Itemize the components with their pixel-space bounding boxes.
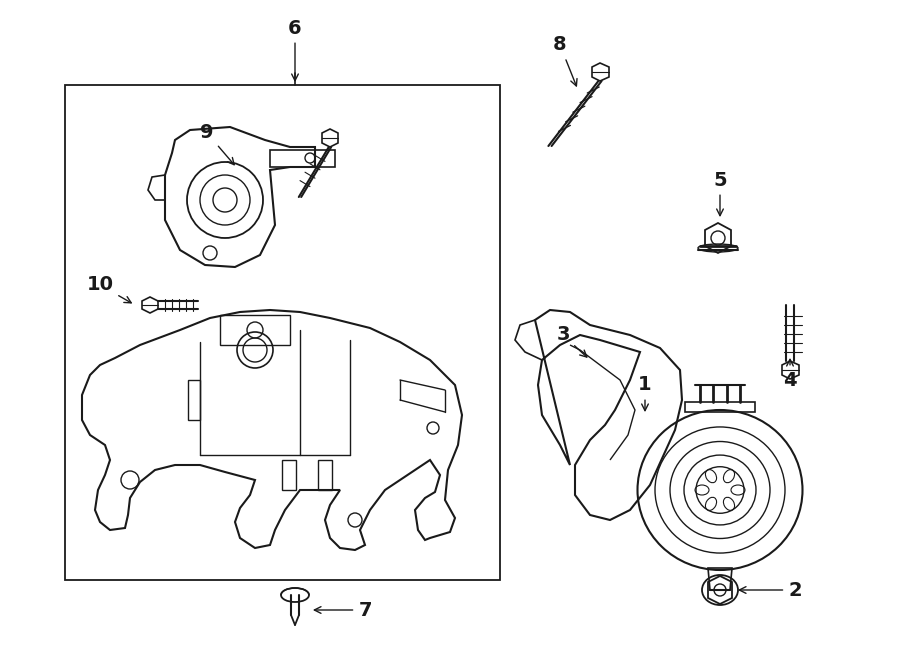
Text: 6: 6: [288, 19, 302, 81]
Text: 8: 8: [554, 36, 577, 86]
Text: 5: 5: [713, 171, 727, 215]
Text: 2: 2: [739, 580, 802, 600]
Text: 1: 1: [638, 375, 652, 410]
Text: 4: 4: [783, 360, 796, 389]
Text: 3: 3: [556, 325, 587, 357]
Text: 7: 7: [314, 600, 372, 619]
Text: 10: 10: [86, 276, 131, 303]
Text: 9: 9: [200, 124, 234, 165]
Bar: [65, 85, 500, 580]
